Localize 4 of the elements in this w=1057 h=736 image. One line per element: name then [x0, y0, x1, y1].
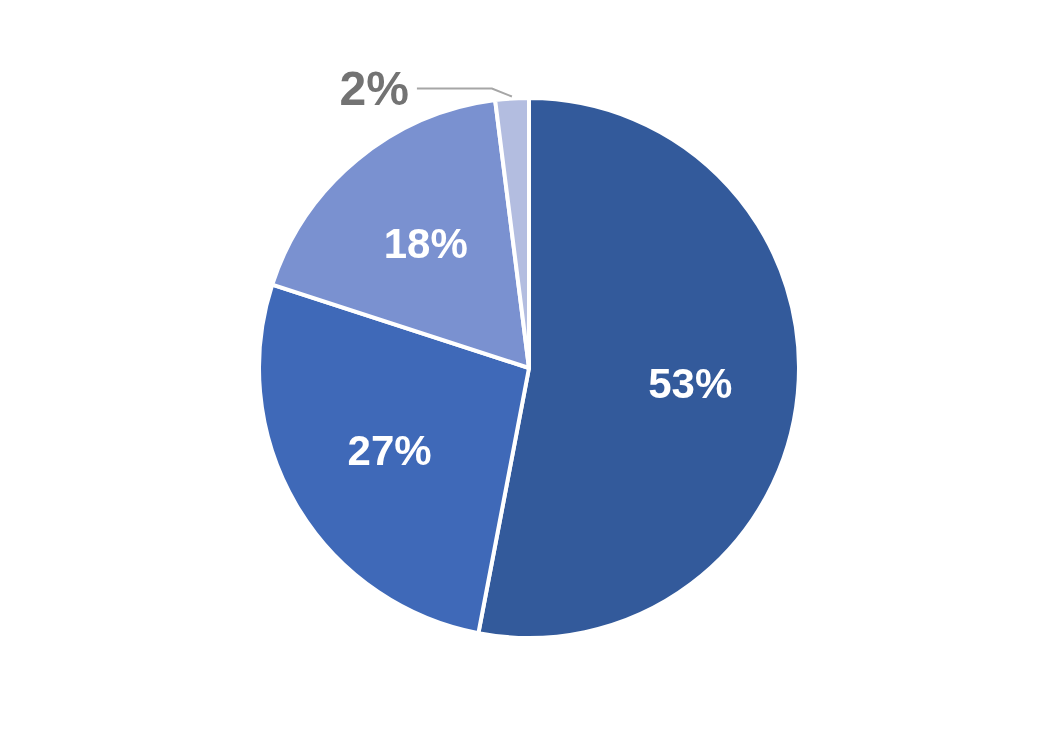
data-label: 18% — [383, 219, 468, 267]
data-label: 2% — [339, 62, 409, 116]
data-label: 53% — [648, 359, 733, 407]
data-label: 27% — [347, 426, 432, 474]
